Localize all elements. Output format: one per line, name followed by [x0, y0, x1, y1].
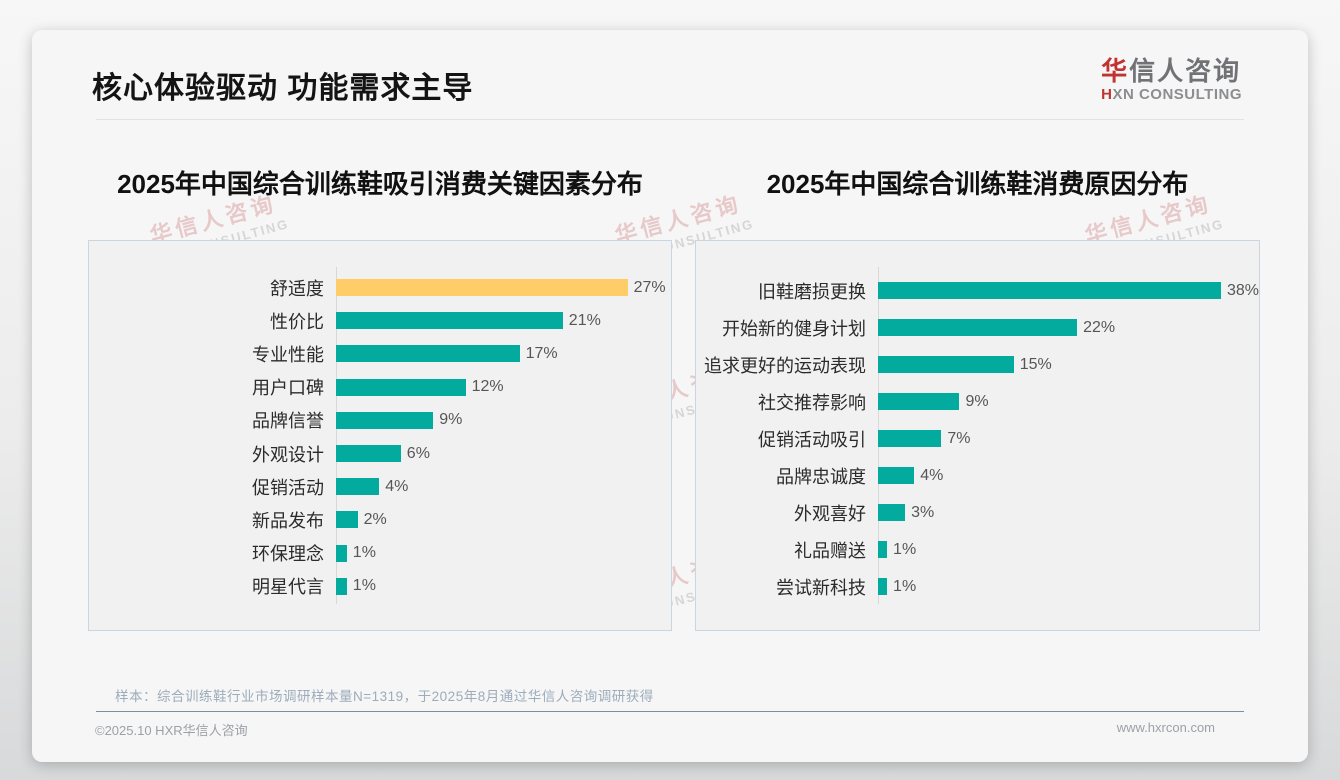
- bar-row: 品牌信誉 9%: [89, 404, 671, 437]
- bar: [336, 411, 434, 429]
- value-label: 3%: [911, 503, 935, 521]
- value-label: 4%: [385, 477, 409, 495]
- category-label: 舒适度: [270, 278, 324, 299]
- value-label: 12%: [471, 378, 504, 396]
- bar: [336, 279, 628, 297]
- category-label: 用户口碑: [252, 378, 324, 399]
- left-chart-rows: 舒适度 27% 性价比 21% 专业性能 17% 用户口碑 12% 品牌信誉 9% 外观设计 6% 促销…: [89, 271, 671, 603]
- slide-title: 核心体验驱动 功能需求主导: [92, 72, 474, 105]
- category-label: 性价比: [270, 311, 324, 332]
- bar: [878, 430, 942, 447]
- bar: [336, 378, 466, 396]
- bar-row: 外观设计 6%: [89, 437, 671, 470]
- bar: [336, 345, 520, 363]
- footer-divider: [96, 711, 1244, 712]
- left-chart-axis: [336, 267, 337, 604]
- bar-row: 新品发布 2%: [89, 503, 671, 536]
- bar: [336, 577, 347, 595]
- copyright-text: ©2025.10 HXR华信人咨询: [95, 723, 248, 738]
- value-label: 6%: [406, 444, 430, 462]
- bar-row: 舒适度 27%: [89, 271, 671, 304]
- value-label: 1%: [893, 540, 917, 558]
- value-label: 7%: [947, 429, 971, 447]
- bar: [336, 544, 347, 562]
- value-label: 22%: [1083, 318, 1116, 336]
- category-label: 新品发布: [252, 510, 324, 531]
- bar-row: 明星代言 1%: [89, 570, 671, 603]
- right-chart: 旧鞋磨损更换 38% 开始新的健身计划 22% 追求更好的运动表现 15% 社交推荐影响 9%…: [695, 240, 1260, 631]
- category-label: 品牌忠诚度: [776, 466, 866, 487]
- category-label: 社交推荐影响: [758, 392, 866, 413]
- category-label: 品牌信誉: [252, 411, 324, 432]
- bar: [878, 541, 888, 558]
- bar-row: 礼品赠送 1%: [696, 531, 1259, 568]
- value-label: 9%: [439, 411, 463, 429]
- bar: [878, 356, 1014, 373]
- bar-row: 用户口碑 12%: [89, 371, 671, 404]
- category-label: 专业性能: [252, 344, 324, 365]
- bar: [878, 467, 915, 484]
- bar: [336, 445, 401, 463]
- website-text: www.hxrcon.com: [1116, 720, 1215, 735]
- value-label: 1%: [352, 577, 376, 595]
- bar: [878, 504, 906, 521]
- company-logo: 华信人咨询 HXN CONSULTING: [1101, 56, 1242, 104]
- bar-row: 专业性能 17%: [89, 337, 671, 370]
- left-chart-title: 2025年中国综合训练鞋吸引消费关键因素分布: [117, 169, 643, 199]
- category-label: 追求更好的运动表现: [704, 355, 866, 376]
- logo-english-name: HXN CONSULTING: [1101, 86, 1242, 103]
- bar: [336, 312, 563, 330]
- category-label: 旧鞋磨损更换: [758, 281, 866, 302]
- bar: [336, 478, 380, 496]
- category-label: 外观喜好: [794, 503, 866, 524]
- header-divider: [96, 119, 1244, 120]
- bar-row: 性价比 21%: [89, 304, 671, 337]
- bar-row: 尝试新科技 1%: [696, 568, 1259, 605]
- category-label: 促销活动吸引: [758, 429, 866, 450]
- logo-chinese-name: 华信人咨询: [1101, 56, 1242, 86]
- bar: [878, 578, 888, 595]
- value-label: 1%: [893, 577, 917, 595]
- value-label: 17%: [525, 344, 558, 362]
- bar-row: 社交推荐影响 9%: [696, 383, 1259, 420]
- category-label: 明星代言: [252, 577, 324, 598]
- sample-note: 样本：综合训练鞋行业市场调研样本量N=1319，于2025年8月通过华信人咨询调…: [115, 689, 654, 704]
- bar-row: 促销活动吸引 7%: [696, 420, 1259, 457]
- category-label: 环保理念: [252, 544, 324, 565]
- bar-row: 开始新的健身计划 22%: [696, 309, 1259, 346]
- value-label: 15%: [1019, 355, 1052, 373]
- value-label: 27%: [633, 278, 666, 296]
- value-label: 1%: [352, 544, 376, 562]
- category-label: 促销活动: [252, 477, 324, 498]
- bar-row: 品牌忠诚度 4%: [696, 457, 1259, 494]
- right-chart-title: 2025年中国综合训练鞋消费原因分布: [766, 169, 1189, 199]
- bar: [878, 393, 960, 410]
- value-label: 21%: [568, 311, 601, 329]
- category-label: 礼品赠送: [794, 540, 866, 561]
- right-chart-rows: 旧鞋磨损更换 38% 开始新的健身计划 22% 追求更好的运动表现 15% 社交推荐影响 9%…: [696, 272, 1259, 605]
- category-label: 开始新的健身计划: [722, 318, 866, 339]
- bar: [878, 319, 1078, 336]
- value-label: 4%: [920, 466, 944, 484]
- bar: [878, 282, 1221, 299]
- bar-row: 环保理念 1%: [89, 537, 671, 570]
- bar-row: 外观喜好 3%: [696, 494, 1259, 531]
- bar: [336, 511, 358, 529]
- bar-row: 追求更好的运动表现 15%: [696, 346, 1259, 383]
- value-label: 38%: [1226, 281, 1259, 299]
- bar-row: 促销活动 4%: [89, 470, 671, 503]
- category-label: 外观设计: [252, 444, 324, 465]
- category-label: 尝试新科技: [776, 577, 866, 598]
- bar-row: 旧鞋磨损更换 38%: [696, 272, 1259, 309]
- left-chart: 舒适度 27% 性价比 21% 专业性能 17% 用户口碑 12% 品牌信誉 9% 外观设计 6% 促销…: [88, 240, 672, 631]
- value-label: 2%: [363, 510, 387, 528]
- value-label: 9%: [965, 392, 989, 410]
